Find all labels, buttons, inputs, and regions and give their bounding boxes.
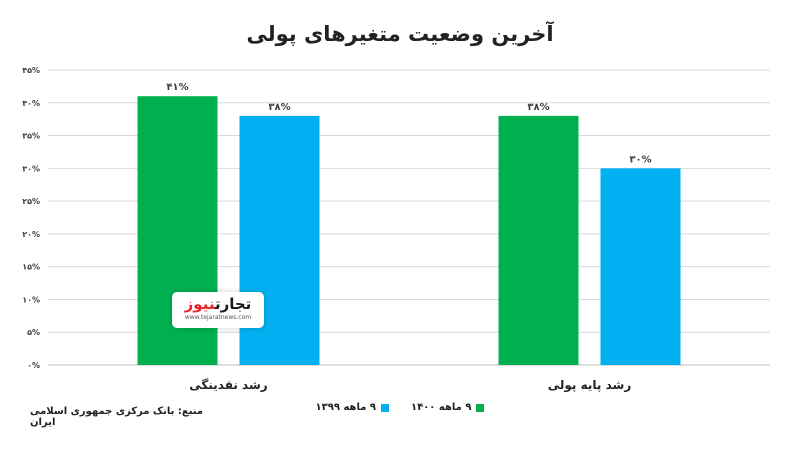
bar: [498, 115, 579, 365]
y-tick-label: ۲۰%: [22, 230, 40, 239]
data-label: ۳۸%: [268, 102, 290, 113]
legend-swatch-1400: [476, 403, 485, 412]
y-tick-label: ۰%: [27, 361, 40, 370]
y-tick-label: ۴۰%: [22, 99, 40, 108]
legend-label-1399: ۹ ماهه ۱۳۹۹: [315, 402, 376, 413]
data-label: ۳۸%: [527, 102, 549, 113]
category-label: رشد نقدینگی: [189, 378, 268, 392]
legend-swatch-1399: [381, 403, 389, 412]
tejaratnews-logo: تجارتنیوز www.tejaratnews.com: [172, 292, 264, 328]
y-tick-label: ۴۵%: [22, 66, 40, 75]
logo-url: www.tejaratnews.com: [184, 314, 252, 321]
source-text: منبع: بانک مرکزی جمهوری اسلامی ایران: [30, 406, 204, 428]
data-label: ۳۰%: [629, 154, 651, 165]
y-tick-label: ۵%: [27, 328, 40, 337]
y-tick-label: ۲۵%: [22, 197, 40, 206]
y-tick-label: ۱۰%: [22, 295, 40, 304]
chart-title: آخرین وضعیت متغیرهای پولی: [246, 22, 554, 46]
y-tick-label: ۳۵%: [22, 132, 40, 141]
y-tick-label: ۳۰%: [22, 164, 40, 173]
legend: ۹ ماهه ۱۴۰۰ ۹ ماهه ۱۳۹۹: [300, 402, 500, 413]
legend-item-1400: ۹ ماهه ۱۴۰۰: [411, 402, 485, 413]
category-label: رشد پایه پولی: [548, 378, 632, 393]
bar: [600, 168, 681, 365]
logo-text: تجارتنیوز: [184, 295, 252, 313]
y-tick-label: ۱۵%: [22, 263, 40, 272]
source-note: منبع: بانک مرکزی جمهوری اسلامی ایران: [30, 406, 210, 428]
data-label: ۴۱%: [166, 82, 188, 93]
legend-item-1399: ۹ ماهه ۱۳۹۹: [316, 402, 389, 413]
legend-label-1400: ۹ ماهه ۱۴۰۰: [411, 402, 472, 413]
